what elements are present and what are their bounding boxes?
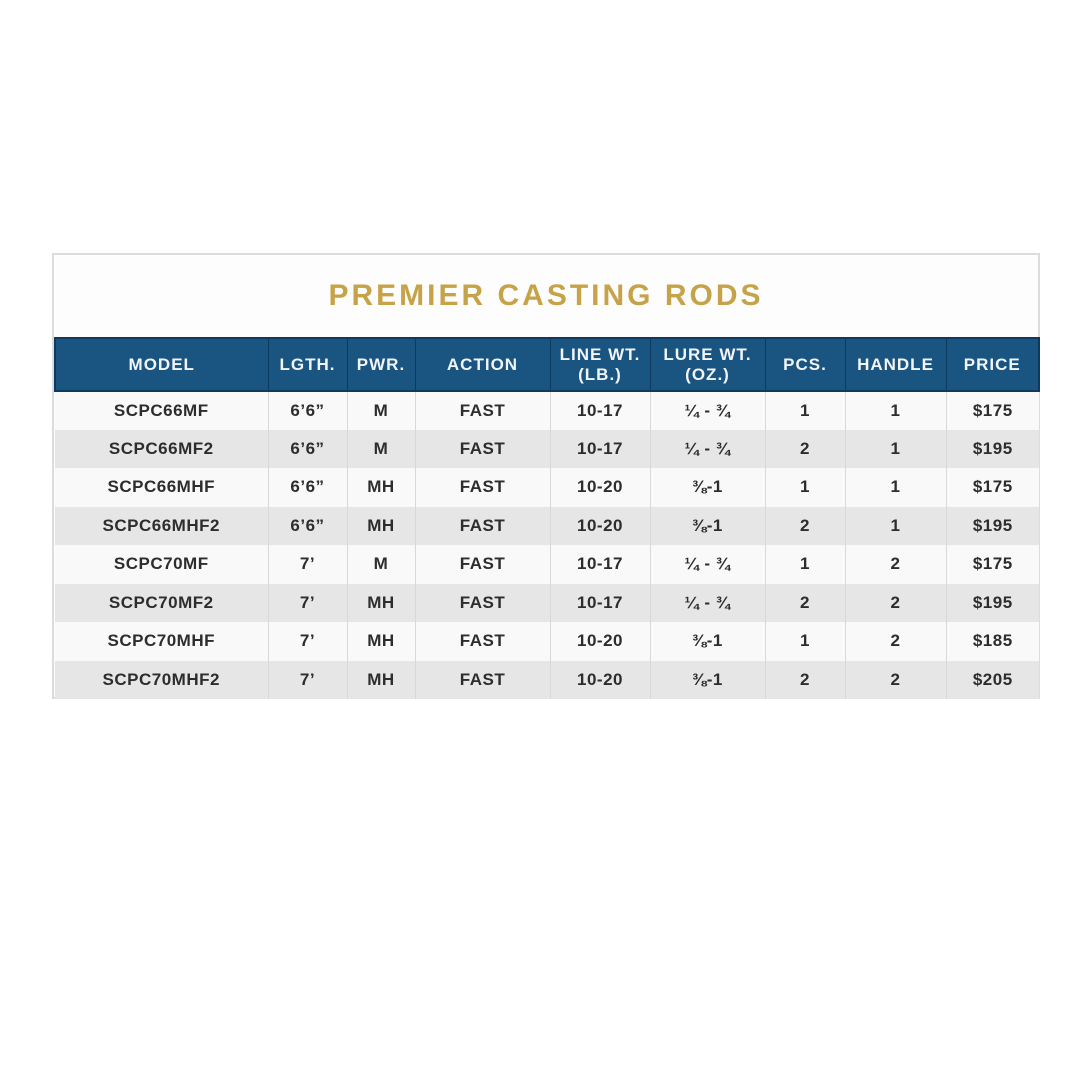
- column-header-power: PWR.: [346, 337, 416, 392]
- cell-length: 7’: [267, 583, 348, 622]
- table-row: SCPC66MHF 6’6” MH FAST 10-20 ⅜-1 1 1 $17…: [55, 468, 1039, 507]
- cell-price: $175: [945, 391, 1039, 430]
- cell-length: 7’: [267, 622, 348, 661]
- cell-pcs: 1: [764, 468, 846, 507]
- rod-spec-table: MODEL LGTH. PWR. ACTION LINE WT. (LB.) L…: [54, 337, 1040, 699]
- cell-model: SCPC70MF: [55, 545, 269, 584]
- cell-lure-wt: ¼ - ¾: [649, 429, 766, 468]
- cell-lure-wt: ¼ - ¾: [649, 583, 766, 622]
- cell-model: SCPC66MHF: [55, 468, 269, 507]
- table-title: PREMIER CASTING RODS: [328, 279, 764, 312]
- cell-handle: 2: [844, 545, 947, 584]
- column-header-model: MODEL: [54, 337, 269, 392]
- cell-action: FAST: [414, 391, 551, 430]
- cell-model: SCPC66MF2: [55, 429, 269, 468]
- cell-power: M: [346, 545, 416, 584]
- cell-pcs: 2: [764, 429, 846, 468]
- cell-price: $195: [945, 583, 1039, 622]
- cell-power: MH: [346, 660, 416, 699]
- cell-handle: 1: [844, 391, 947, 430]
- cell-line-wt: 10-20: [549, 506, 651, 545]
- cell-line-wt: 10-20: [549, 660, 651, 699]
- cell-line-wt: 10-20: [549, 468, 651, 507]
- cell-price: $175: [945, 468, 1039, 507]
- table-row: SCPC70MF2 7’ MH FAST 10-17 ¼ - ¾ 2 2 $19…: [55, 583, 1039, 622]
- cell-action: FAST: [414, 468, 551, 507]
- cell-pcs: 2: [764, 660, 846, 699]
- table-row: SCPC66MF2 6’6” M FAST 10-17 ¼ - ¾ 2 1 $1…: [55, 429, 1039, 468]
- cell-power: MH: [346, 583, 416, 622]
- cell-power: MH: [346, 506, 416, 545]
- cell-pcs: 1: [764, 545, 846, 584]
- cell-handle: 1: [844, 506, 947, 545]
- cell-pcs: 1: [764, 391, 846, 430]
- cell-power: MH: [346, 622, 416, 661]
- column-header-handle: HANDLE: [844, 337, 947, 392]
- cell-line-wt: 10-17: [549, 545, 651, 584]
- cell-model: SCPC66MHF2: [55, 506, 269, 545]
- cell-length: 6’6”: [267, 429, 348, 468]
- table-row: SCPC70MF 7’ M FAST 10-17 ¼ - ¾ 1 2 $175: [55, 545, 1039, 584]
- table-row: SCPC66MHF2 6’6” MH FAST 10-20 ⅜-1 2 1 $1…: [55, 506, 1039, 545]
- cell-lure-wt: ¼ - ¾: [649, 391, 766, 430]
- table-body: SCPC66MF 6’6” M FAST 10-17 ¼ - ¾ 1 1 $17…: [55, 391, 1039, 699]
- cell-action: FAST: [414, 545, 551, 584]
- cell-handle: 2: [844, 583, 947, 622]
- column-header-price: PRICE: [945, 337, 1040, 392]
- cell-length: 6’6”: [267, 468, 348, 507]
- column-header-action: ACTION: [414, 337, 551, 392]
- cell-model: SCPC70MHF: [55, 622, 269, 661]
- cell-length: 6’6”: [267, 391, 348, 430]
- cell-model: SCPC66MF: [55, 391, 269, 430]
- cell-power: MH: [346, 468, 416, 507]
- cell-action: FAST: [414, 506, 551, 545]
- cell-action: FAST: [414, 429, 551, 468]
- cell-price: $175: [945, 545, 1039, 584]
- cell-line-wt: 10-17: [549, 429, 651, 468]
- cell-price: $185: [945, 622, 1039, 661]
- cell-model: SCPC70MF2: [55, 583, 269, 622]
- cell-lure-wt: ⅜-1: [649, 622, 766, 661]
- cell-length: 6’6”: [267, 506, 348, 545]
- cell-lure-wt: ⅜-1: [649, 506, 766, 545]
- table-title-bar: PREMIER CASTING RODS: [54, 255, 1038, 337]
- cell-lure-wt: ⅜-1: [649, 468, 766, 507]
- column-header-line-wt: LINE WT. (LB.): [549, 337, 651, 392]
- cell-model: SCPC70MHF2: [55, 660, 269, 699]
- table-header-row: MODEL LGTH. PWR. ACTION LINE WT. (LB.) L…: [54, 337, 1040, 392]
- cell-power: M: [346, 391, 416, 430]
- column-header-pcs: PCS.: [764, 337, 846, 392]
- cell-line-wt: 10-17: [549, 391, 651, 430]
- cell-action: FAST: [414, 583, 551, 622]
- table-row: SCPC70MHF2 7’ MH FAST 10-20 ⅜-1 2 2 $205: [55, 660, 1039, 699]
- cell-line-wt: 10-20: [549, 622, 651, 661]
- cell-price: $205: [945, 660, 1039, 699]
- cell-length: 7’: [267, 545, 348, 584]
- cell-handle: 1: [844, 429, 947, 468]
- cell-handle: 2: [844, 622, 947, 661]
- cell-price: $195: [945, 429, 1039, 468]
- cell-pcs: 1: [764, 622, 846, 661]
- table-row: SCPC66MF 6’6” M FAST 10-17 ¼ - ¾ 1 1 $17…: [55, 391, 1039, 430]
- cell-handle: 1: [844, 468, 947, 507]
- cell-action: FAST: [414, 660, 551, 699]
- cell-action: FAST: [414, 622, 551, 661]
- cell-power: M: [346, 429, 416, 468]
- table-row: SCPC70MHF 7’ MH FAST 10-20 ⅜-1 1 2 $185: [55, 622, 1039, 661]
- spec-sheet-panel: PREMIER CASTING RODS MODEL LGTH. PWR. AC…: [52, 253, 1040, 699]
- cell-pcs: 2: [764, 583, 846, 622]
- cell-lure-wt: ¼ - ¾: [649, 545, 766, 584]
- cell-price: $195: [945, 506, 1039, 545]
- cell-length: 7’: [267, 660, 348, 699]
- column-header-lure-wt: LURE WT. (OZ.): [649, 337, 766, 392]
- cell-lure-wt: ⅜-1: [649, 660, 766, 699]
- cell-line-wt: 10-17: [549, 583, 651, 622]
- column-header-length: LGTH.: [267, 337, 348, 392]
- cell-handle: 2: [844, 660, 947, 699]
- cell-pcs: 2: [764, 506, 846, 545]
